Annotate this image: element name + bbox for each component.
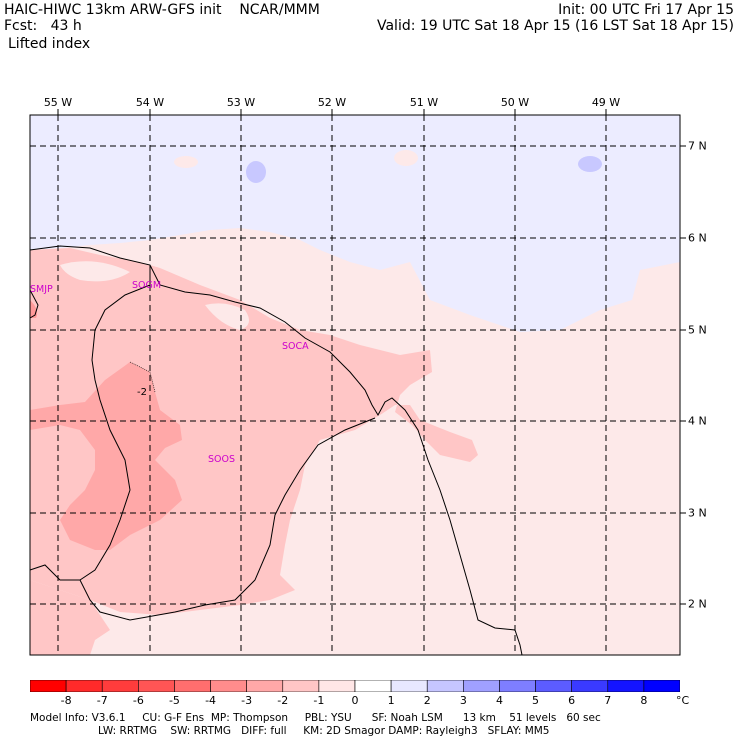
station-label: SOGM xyxy=(132,280,162,291)
lat-ticks xyxy=(680,145,686,605)
colorbar-swatch xyxy=(463,680,500,692)
colorbar-swatch xyxy=(390,680,428,692)
station-label: SMJP xyxy=(30,284,53,295)
colorbar-swatch xyxy=(246,680,284,692)
colorbar-swatch xyxy=(607,680,645,692)
contour-label: -2 xyxy=(137,387,147,398)
colorbar-label: -3 xyxy=(241,694,253,707)
stable-spot-2 xyxy=(578,156,602,172)
colorbar-swatch xyxy=(101,680,139,692)
colorbar-label: -7 xyxy=(96,694,108,707)
colorbar-swatch xyxy=(282,680,320,692)
unstable-region-1b xyxy=(30,580,110,655)
field-name: Lifted index xyxy=(8,36,91,52)
unstable-hole xyxy=(205,303,249,330)
footer-line-2: LW: RRTMG SW: RRTMG DIFF: full KM: 2D Sm… xyxy=(98,725,550,737)
coastlines xyxy=(29,245,523,656)
colorbar-swatch xyxy=(318,680,356,692)
stable-region xyxy=(30,115,680,332)
lon-gridlines xyxy=(57,115,607,655)
colorbar-label: 4 xyxy=(495,694,503,707)
colorbar-label: -8 xyxy=(60,694,72,707)
colorbar xyxy=(30,680,680,692)
colorbar-swatch xyxy=(499,680,536,692)
stable-spot-1 xyxy=(246,161,266,183)
lat-label: 4 N xyxy=(688,414,707,428)
unstable-spot-1 xyxy=(174,156,198,168)
lat-label: 7 N xyxy=(688,139,707,153)
org-label: NCAR/MMM xyxy=(239,2,320,18)
colorbar-label: 8 xyxy=(640,694,648,707)
unstable-spot-2 xyxy=(394,150,418,166)
colorbar-label: -1 xyxy=(313,694,325,707)
lat-label: 3 N xyxy=(688,506,707,520)
lat-gridlines xyxy=(30,145,680,605)
colorbar-swatch xyxy=(174,680,211,692)
forecast-hour: Fcst: 43 h xyxy=(4,18,82,34)
lon-label: 55 W xyxy=(43,96,73,109)
colorbar-label: -5 xyxy=(168,694,180,707)
init-time: Init: 00 UTC Fri 17 Apr 15 xyxy=(558,2,734,18)
map-frame xyxy=(29,114,681,656)
contour-line xyxy=(129,361,156,393)
lon-label: 51 W xyxy=(409,96,439,109)
model-title: HAIC-HIWC 13km ARW-GFS init xyxy=(4,2,222,18)
colorbar-label: 7 xyxy=(604,694,612,707)
colorbar-label: 0 xyxy=(351,694,359,707)
colorbar-swatch xyxy=(65,680,103,692)
lat-label: 6 N xyxy=(688,231,707,245)
colorbar-swatch xyxy=(354,680,392,692)
colorbar-swatch xyxy=(30,680,67,692)
colorbar-swatch xyxy=(643,680,680,692)
unstable-region-2 xyxy=(30,362,182,550)
lon-label: 54 W xyxy=(135,96,165,109)
lon-ticks xyxy=(57,109,607,115)
lat-label: 2 N xyxy=(688,597,707,611)
station-label: SOOS xyxy=(208,454,236,465)
colorbar-swatch xyxy=(571,680,609,692)
colorbar-unit: °C xyxy=(676,694,690,707)
lat-label: 5 N xyxy=(688,323,707,337)
lon-label: 49 W xyxy=(591,96,621,109)
colorbar-swatch xyxy=(138,680,175,692)
unstable-hole-2 xyxy=(60,261,130,282)
lon-label: 53 W xyxy=(226,96,256,109)
colorbar-label: 6 xyxy=(568,694,576,707)
colorbar-label: -4 xyxy=(205,694,217,707)
colorbar-label: 3 xyxy=(459,694,467,707)
header-right: Init: 00 UTC Fri 17 Apr 15 Valid: 19 UTC… xyxy=(377,2,734,34)
lon-label: 52 W xyxy=(317,96,347,109)
valid-time: Valid: 19 UTC Sat 18 Apr 15 (16 LST Sat … xyxy=(376,18,734,34)
header-left: HAIC-HIWC 13km ARW-GFS init NCAR/MMM Fcs… xyxy=(4,2,320,34)
colorbar-label: -6 xyxy=(132,694,144,707)
colorbar-swatch xyxy=(210,680,247,692)
colorbar-swatch xyxy=(535,680,572,692)
colorbar-label: -2 xyxy=(277,694,289,707)
colorbar-label: 1 xyxy=(387,694,395,707)
colorbar-swatch xyxy=(426,680,464,692)
station-label: SOCA xyxy=(282,341,309,352)
footer-line-1: Model Info: V3.6.1 CU: G-F Ens MP: Thomp… xyxy=(30,712,601,724)
colorbar-label: 2 xyxy=(423,694,431,707)
colorbar-label: 5 xyxy=(532,694,540,707)
lon-label: 50 W xyxy=(500,96,530,109)
